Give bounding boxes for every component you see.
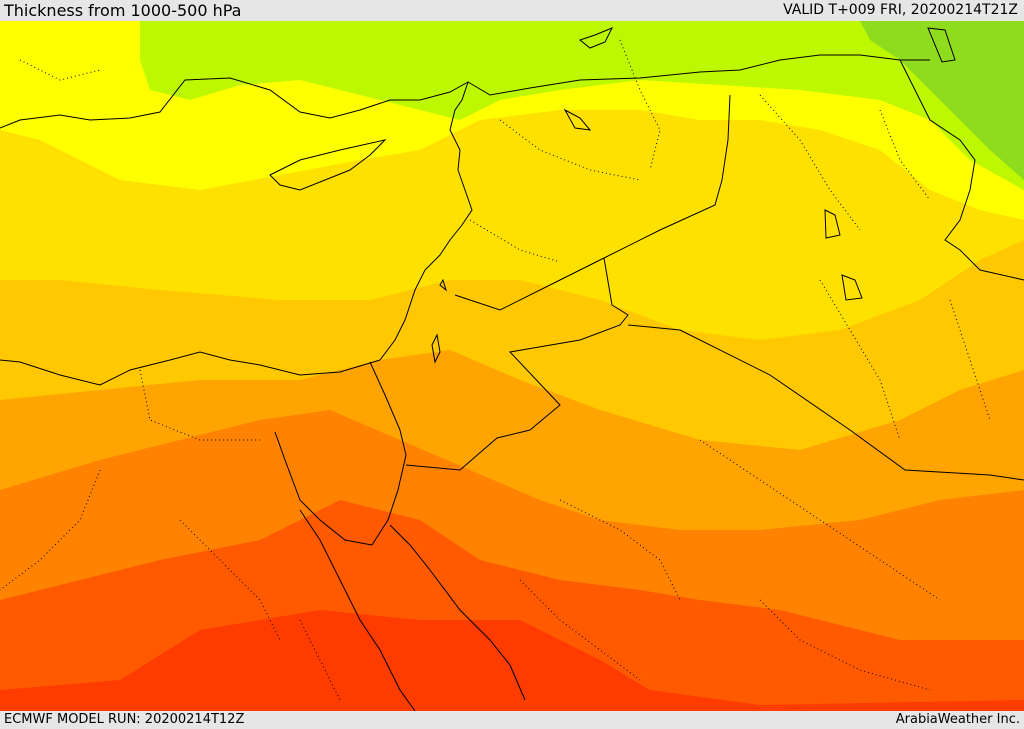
- map-title: Thickness from 1000-500 hPa: [4, 1, 242, 20]
- border-syria-iraq: [603, 94, 731, 259]
- coastline-levant: [379, 129, 473, 361]
- footer-bar: ECMWF MODEL RUN: 20200214T12Z ArabiaWeat…: [0, 711, 1024, 729]
- border-syria-jordan: [454, 257, 605, 311]
- lake-van: [578, 27, 614, 49]
- thickness-map[interactable]: [0, 21, 1024, 711]
- coastlines: [0, 27, 956, 711]
- model-run: ECMWF MODEL RUN: 20200214T12Z: [4, 712, 245, 727]
- lake-urmia: [927, 27, 956, 63]
- band-2: [140, 21, 1024, 190]
- border-egypt-israel: [369, 361, 407, 456]
- lake-tiberias: [439, 278, 447, 292]
- valid-time: VALID T+009 FRI, 20200214T21Z: [783, 2, 1018, 18]
- band-1: [860, 21, 1024, 180]
- coastline-red-sea-east: [389, 524, 526, 701]
- lake-iraq-1: [824, 209, 841, 239]
- coastline-gulf-suez: [274, 431, 373, 546]
- header-bar: Thickness from 1000-500 hPa VALID T+009 …: [0, 0, 1024, 21]
- dead-sea: [431, 333, 441, 364]
- coastline-egypt-north: [0, 351, 381, 386]
- border-turkey-syria: [467, 54, 930, 96]
- coastline-red-sea-west: [299, 509, 416, 711]
- border-iran-iraq: [899, 59, 1024, 281]
- brand-credit: ArabiaWeather Inc.: [895, 712, 1020, 727]
- border-iraq-saudi: [627, 324, 1024, 481]
- coastline-cyprus: [269, 139, 387, 191]
- border-jordan-saudi: [405, 257, 629, 471]
- coastline-aqaba: [371, 454, 407, 546]
- lake-assad: [563, 108, 592, 131]
- province-boundaries: [0, 39, 991, 701]
- country-borders: [369, 54, 1024, 481]
- lake-iraq-2: [841, 274, 863, 301]
